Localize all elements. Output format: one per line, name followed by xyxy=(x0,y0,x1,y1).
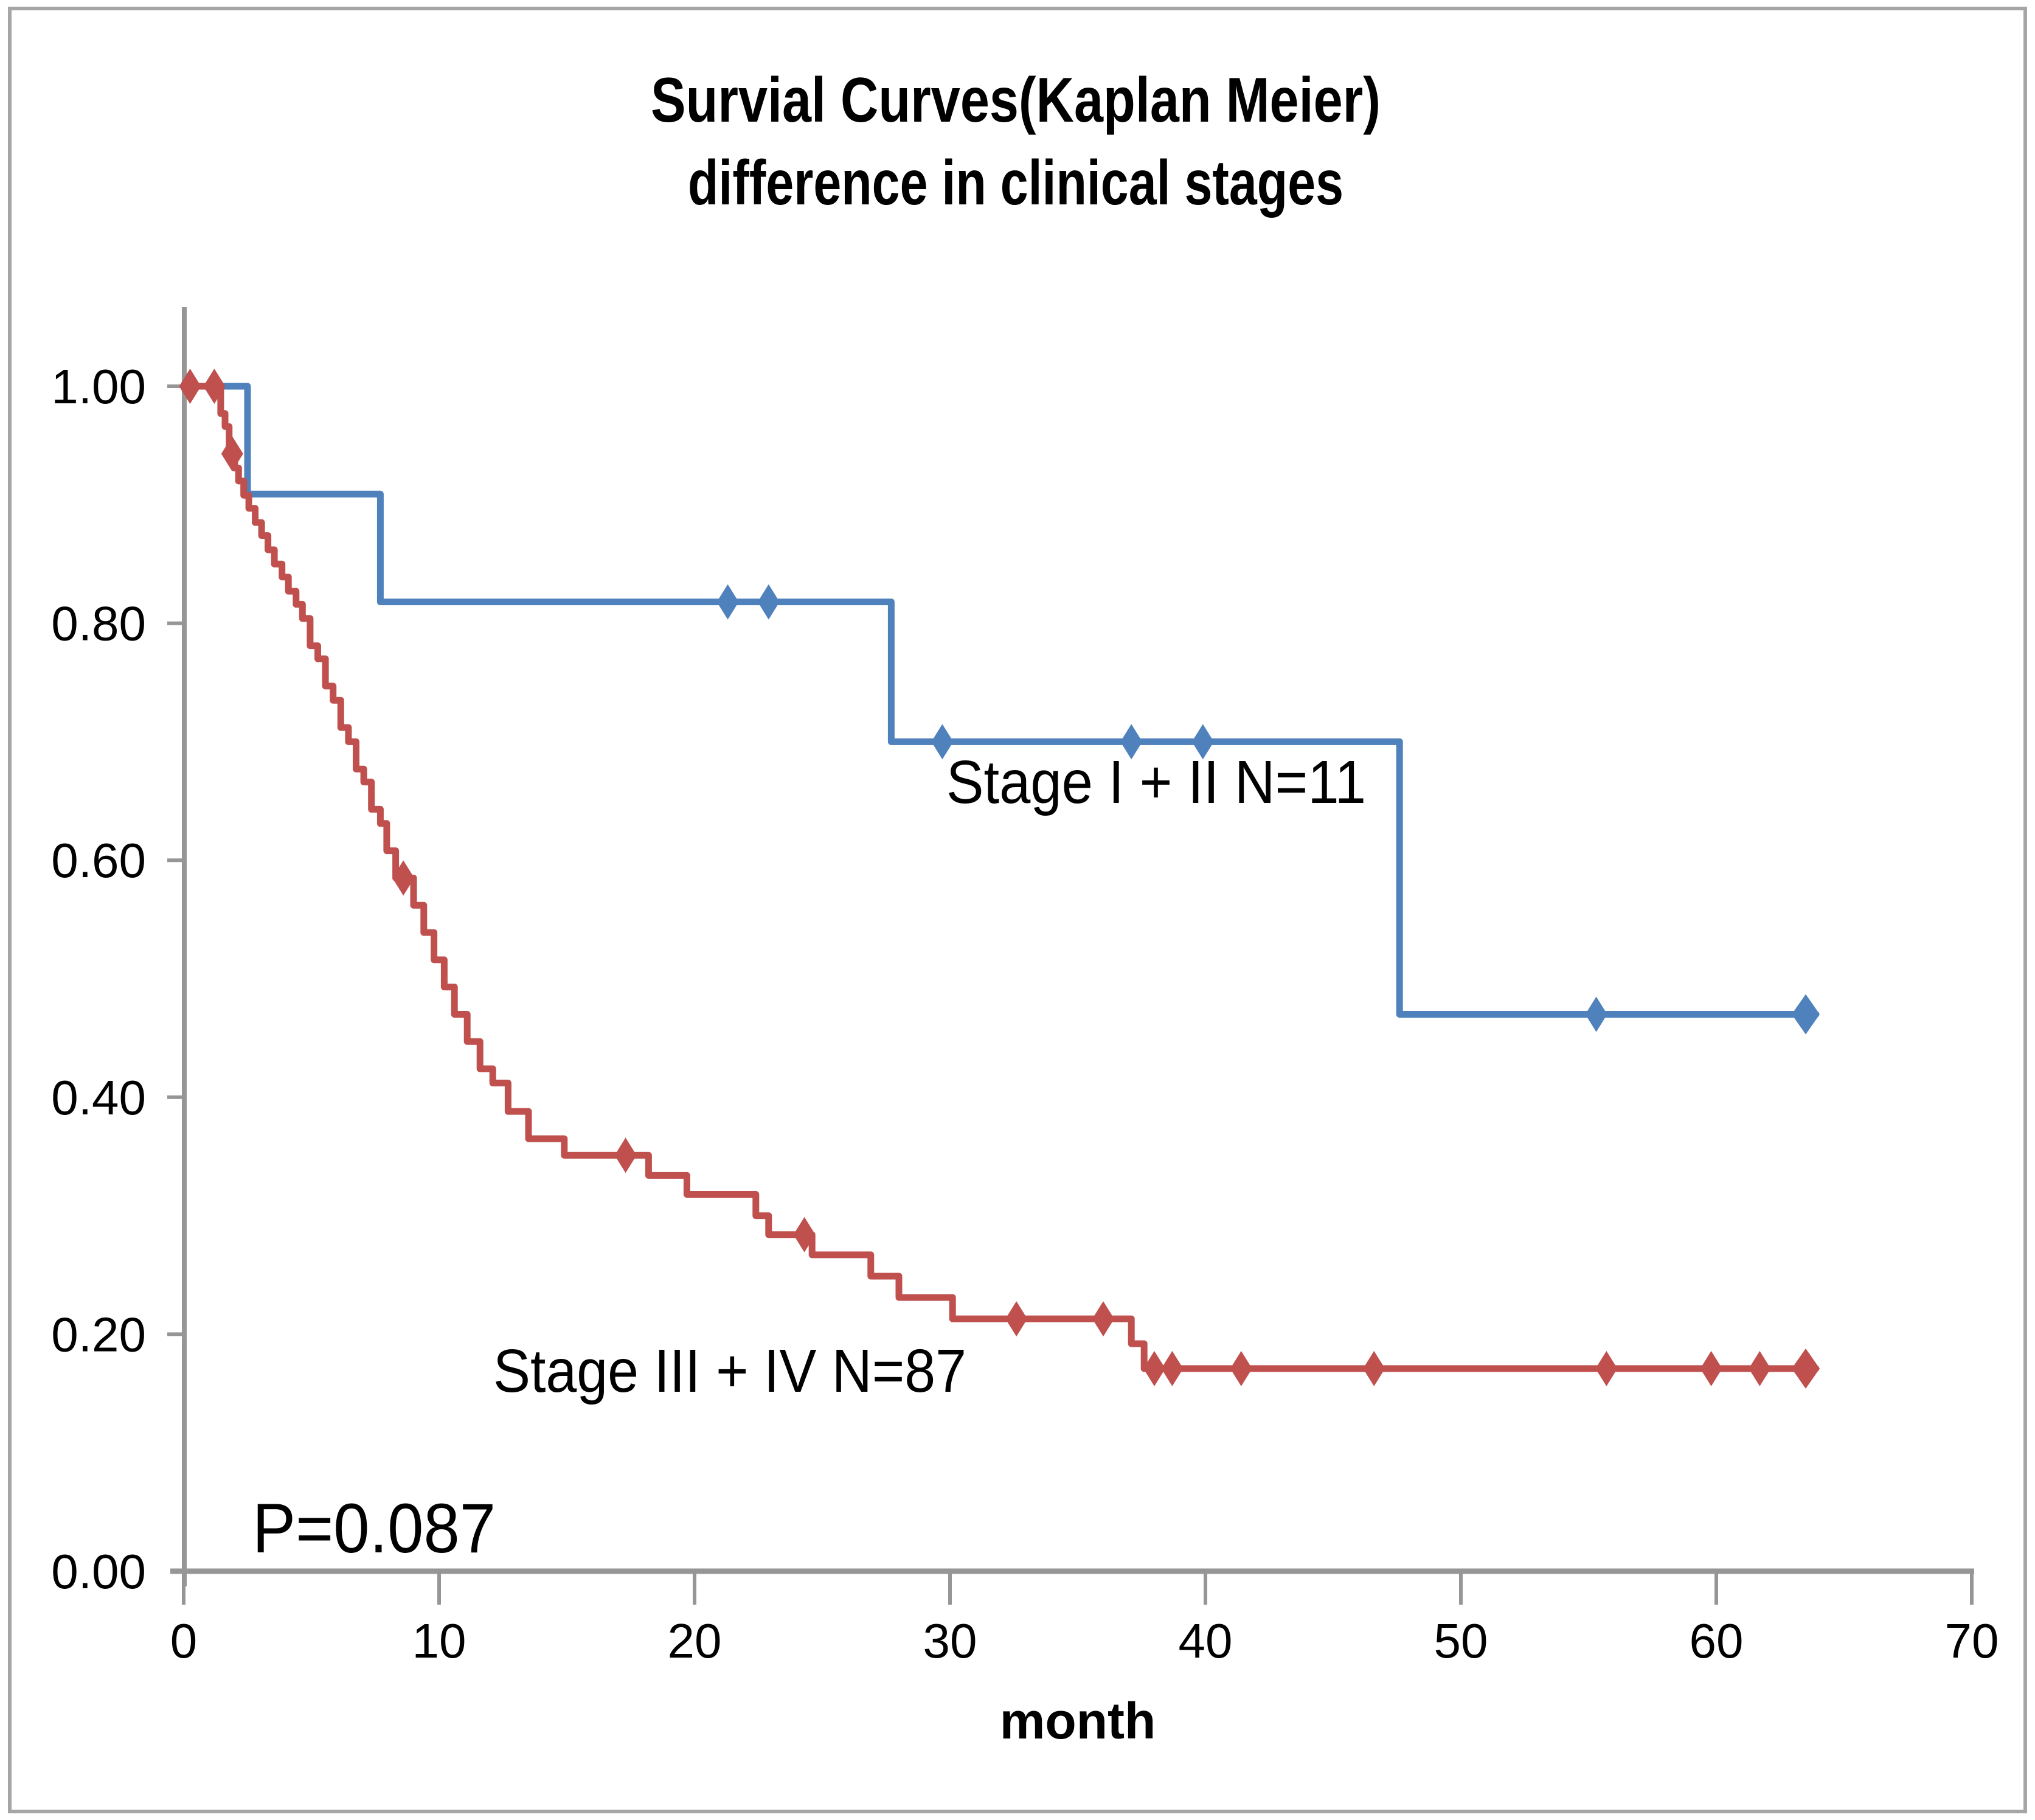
censor-mark-diamond xyxy=(614,1138,637,1173)
x-tick-label: 30 xyxy=(923,1614,977,1668)
x-tick-label: 70 xyxy=(1945,1614,1999,1668)
censor-mark-diamond xyxy=(1161,1350,1184,1386)
censor-mark-diamond xyxy=(1749,1350,1771,1386)
survival-curve-stage-iii-iv xyxy=(180,383,1820,1372)
x-tick-label: 40 xyxy=(1179,1614,1233,1668)
censor-mark-diamond xyxy=(757,584,780,620)
censor-mark-diamond xyxy=(1191,724,1214,760)
censor-mark-diamond xyxy=(1792,994,1820,1035)
censor-mark-diamond xyxy=(179,369,201,404)
censor-mark-diamond xyxy=(392,860,415,896)
p-value-annotation: P=0.087 xyxy=(252,1490,496,1568)
censor-mark-diamond xyxy=(1700,1350,1722,1386)
chart-title: Survial Curves(Kaplan Meier) difference … xyxy=(651,65,1381,218)
censor-mark-diamond xyxy=(716,584,739,620)
chart-title-line2: difference in clinical stages xyxy=(688,148,1343,218)
y-tick-label: 0.20 xyxy=(51,1307,146,1361)
axes: 1.00 0.80 0.60 0.40 0.20 0.00 0 10 20 30 40 50 60 70 xyxy=(51,307,1999,1668)
x-tick-label: 50 xyxy=(1434,1614,1488,1668)
censor-mark-diamond xyxy=(1363,1350,1385,1386)
censor-mark-diamond xyxy=(203,369,226,404)
censor-mark-diamond xyxy=(1120,724,1143,760)
x-axis-title: month xyxy=(1000,1692,1156,1749)
censor-mark-diamond xyxy=(221,436,243,472)
y-tick-label: 0.40 xyxy=(51,1071,146,1125)
x-tick-label: 60 xyxy=(1690,1614,1744,1668)
x-tick-label: 20 xyxy=(668,1614,722,1668)
censor-mark-diamond xyxy=(1595,1350,1618,1386)
survival-curves xyxy=(179,369,1820,1389)
censor-mark-diamond xyxy=(793,1217,816,1252)
censor-mark-diamond xyxy=(1143,1350,1165,1386)
series-label-stage-1-2: Stage I + II N=11 xyxy=(946,748,1366,816)
y-axis-ticks: 1.00 0.80 0.60 0.40 0.20 0.00 xyxy=(51,359,184,1599)
figure-border xyxy=(8,7,2027,1813)
series-labels: Stage I + II N=11 Stage III + IV N=87 xyxy=(493,748,1366,1405)
chart-title-line1: Survial Curves(Kaplan Meier) xyxy=(651,65,1381,136)
censor-mark-diamond xyxy=(931,724,954,760)
censor-mark-diamond xyxy=(1230,1350,1252,1386)
y-tick-label: 0.00 xyxy=(51,1544,146,1599)
x-tick-label: 10 xyxy=(412,1614,466,1668)
x-tick-label: 0 xyxy=(170,1614,198,1668)
survival-curve-stage-i-ii xyxy=(180,383,1820,1018)
y-tick-label: 0.60 xyxy=(51,833,146,887)
x-axis-ticks: 0 10 20 30 40 50 60 70 xyxy=(170,1571,1999,1668)
series-label-stage-3-4: Stage III + IV N=87 xyxy=(493,1337,966,1405)
y-tick-label: 1.00 xyxy=(51,359,146,414)
censor-mark-diamond xyxy=(1092,1301,1114,1337)
censor-mark-diamond xyxy=(1585,996,1607,1032)
y-tick-label: 0.80 xyxy=(51,597,146,651)
censor-mark-diamond xyxy=(1005,1301,1028,1337)
censor-mark-diamond xyxy=(1792,1348,1820,1389)
